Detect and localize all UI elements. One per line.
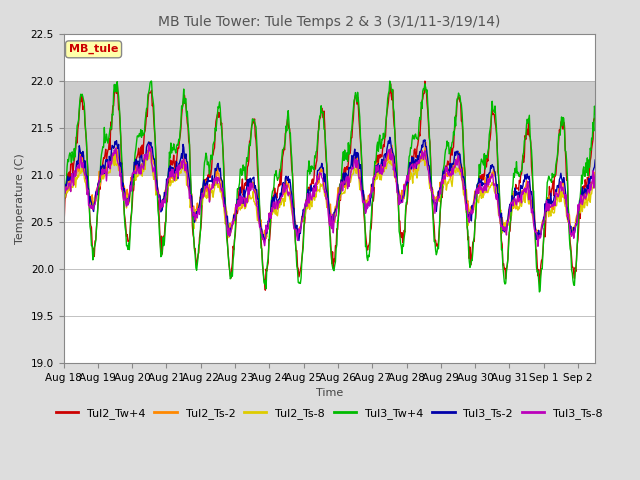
Legend: Tul2_Tw+4, Tul2_Ts-2, Tul2_Ts-8, Tul3_Tw+4, Tul3_Ts-2, Tul3_Ts-8: Tul2_Tw+4, Tul2_Ts-2, Tul2_Ts-8, Tul3_Tw… — [52, 403, 607, 423]
Title: MB Tule Tower: Tule Temps 2 & 3 (3/1/11-3/19/14): MB Tule Tower: Tule Temps 2 & 3 (3/1/11-… — [158, 15, 500, 29]
Y-axis label: Temperature (C): Temperature (C) — [15, 153, 25, 244]
X-axis label: Time: Time — [316, 388, 343, 398]
Bar — [63, 81, 595, 175]
Text: MB_tule: MB_tule — [69, 44, 118, 54]
